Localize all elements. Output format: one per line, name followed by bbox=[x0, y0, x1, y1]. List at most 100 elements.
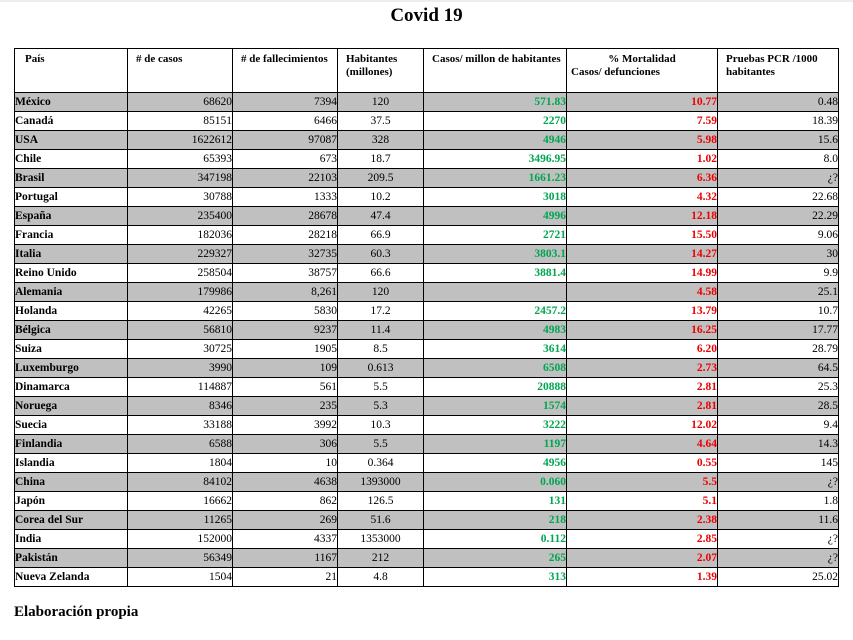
cell-pcr: 22.29 bbox=[717, 206, 839, 226]
cell-cases-per-million: 3222 bbox=[423, 415, 567, 435]
cell-mortality: 6.36 bbox=[566, 168, 718, 188]
header-pcr-line2: habitantes bbox=[726, 66, 775, 78]
cell-pcr: 25.3 bbox=[717, 377, 839, 397]
cell-population: 10.2 bbox=[337, 187, 424, 207]
cell-mortality: 7.59 bbox=[566, 111, 718, 131]
cell-country: Alemania bbox=[14, 282, 128, 302]
cell-mortality: 0.55 bbox=[566, 453, 718, 473]
cell-mortality: 1.02 bbox=[566, 149, 718, 169]
table-row: Canadá 85151 6466 37.5 2270 7.59 18.39 bbox=[14, 111, 839, 131]
cell-cases-per-million: 2457.2 bbox=[423, 301, 567, 321]
table-row: Japón 16662 862 126.5 131 5.1 1.8 bbox=[14, 491, 839, 511]
cell-cases: 182036 bbox=[127, 225, 233, 245]
cell-pcr: 30 bbox=[717, 244, 839, 264]
cell-cases-per-million: 6508 bbox=[423, 358, 567, 378]
cell-population: 37.5 bbox=[337, 111, 424, 131]
cell-deaths: 21 bbox=[232, 567, 338, 587]
cell-cases: 30725 bbox=[127, 339, 233, 359]
cell-cases: 235400 bbox=[127, 206, 233, 226]
cell-cases-per-million: 218 bbox=[423, 510, 567, 530]
cell-population: 126.5 bbox=[337, 491, 424, 511]
table-row: Alemania 179986 8,261 120 4.58 25.1 bbox=[14, 282, 839, 302]
cell-country: Portugal bbox=[14, 187, 128, 207]
cell-cases-per-million: 0.112 bbox=[423, 529, 567, 549]
cell-country: Islandia bbox=[14, 453, 128, 473]
cell-pcr: ¿? bbox=[717, 548, 839, 568]
header-population: Habitantes (millones) bbox=[337, 48, 424, 93]
cell-country: Pakistán bbox=[14, 548, 128, 568]
cell-cases-per-million: 4956 bbox=[423, 453, 567, 473]
cell-pcr: 0.48 bbox=[717, 92, 839, 112]
cell-deaths: 8,261 bbox=[232, 282, 338, 302]
cell-pcr: ¿? bbox=[717, 168, 839, 188]
cell-population: 212 bbox=[337, 548, 424, 568]
header-pcr: Pruebas PCR /1000 habitantes bbox=[717, 48, 839, 93]
cell-cases: 179986 bbox=[127, 282, 233, 302]
cell-mortality: 2.38 bbox=[566, 510, 718, 530]
cell-deaths: 1167 bbox=[232, 548, 338, 568]
cell-country: Corea del Sur bbox=[14, 510, 128, 530]
cell-cases: 33188 bbox=[127, 415, 233, 435]
cell-population: 5.5 bbox=[337, 377, 424, 397]
cell-deaths: 235 bbox=[232, 396, 338, 416]
source-note: Elaboración propia bbox=[14, 604, 139, 620]
table-row: Chile 65393 673 18.7 3496.95 1.02 8.0 bbox=[14, 149, 839, 169]
table-row: Luxemburgo 3990 109 0.613 6508 2.73 64.5 bbox=[14, 358, 839, 378]
window-top-edge bbox=[0, 0, 853, 2]
cell-pcr: 25.1 bbox=[717, 282, 839, 302]
cell-cases-per-million: 2721 bbox=[423, 225, 567, 245]
cell-cases-per-million: 131 bbox=[423, 491, 567, 511]
cell-cases-per-million: 20888 bbox=[423, 377, 567, 397]
cell-deaths: 4638 bbox=[232, 472, 338, 492]
cell-pcr: ¿? bbox=[717, 472, 839, 492]
cell-country: Suiza bbox=[14, 339, 128, 359]
cell-deaths: 28218 bbox=[232, 225, 338, 245]
cell-population: 1353000 bbox=[337, 529, 424, 549]
cell-population: 8.5 bbox=[337, 339, 424, 359]
cell-pcr: 14.3 bbox=[717, 434, 839, 454]
cell-mortality: 2.73 bbox=[566, 358, 718, 378]
cell-mortality: 6.20 bbox=[566, 339, 718, 359]
cell-population: 120 bbox=[337, 92, 424, 112]
cell-mortality: 1.39 bbox=[566, 567, 718, 587]
table-row: Nueva Zelanda 1504 21 4.8 313 1.39 25.02 bbox=[14, 567, 839, 587]
cell-cases-per-million: 3496.95 bbox=[423, 149, 567, 169]
header-population-line2: (millones) bbox=[346, 66, 393, 78]
header-cases-per-million: Casos/ millon de habitantes bbox=[423, 48, 567, 93]
table-row: España 235400 28678 47.4 4996 12.18 22.29 bbox=[14, 206, 839, 226]
cell-country: India bbox=[14, 529, 128, 549]
cell-cases-per-million: 4996 bbox=[423, 206, 567, 226]
cell-mortality: 16.25 bbox=[566, 320, 718, 340]
cell-population: 1393000 bbox=[337, 472, 424, 492]
cell-cases-per-million: 3614 bbox=[423, 339, 567, 359]
cell-cases: 347198 bbox=[127, 168, 233, 188]
cell-country: Luxemburgo bbox=[14, 358, 128, 378]
cell-cases-per-million: 265 bbox=[423, 548, 567, 568]
cell-mortality: 4.58 bbox=[566, 282, 718, 302]
table-row: Portugal 30788 1333 10.2 3018 4.32 22.68 bbox=[14, 187, 839, 207]
cell-mortality: 4.64 bbox=[566, 434, 718, 454]
cell-cases-per-million: 4946 bbox=[423, 130, 567, 150]
cell-deaths: 22103 bbox=[232, 168, 338, 188]
cell-deaths: 306 bbox=[232, 434, 338, 454]
header-mortality: % Mortalidad Casos/ defunciones bbox=[566, 48, 718, 93]
cell-cases-per-million: 313 bbox=[423, 567, 567, 587]
cell-pcr: 64.5 bbox=[717, 358, 839, 378]
table-row: Francia 182036 28218 66.9 2721 15.50 9.06 bbox=[14, 225, 839, 245]
header-row: País # de casos # de fallecimientos Habi… bbox=[14, 48, 839, 93]
cell-deaths: 1333 bbox=[232, 187, 338, 207]
cell-mortality: 5.5 bbox=[566, 472, 718, 492]
table-row: Finlandia 6588 306 5.5 1197 4.64 14.3 bbox=[14, 434, 839, 454]
cell-cases: 114887 bbox=[127, 377, 233, 397]
cell-pcr: 28.5 bbox=[717, 396, 839, 416]
cell-cases-per-million: 1197 bbox=[423, 434, 567, 454]
cell-population: 10.3 bbox=[337, 415, 424, 435]
cell-mortality: 15.50 bbox=[566, 225, 718, 245]
cell-country: España bbox=[14, 206, 128, 226]
cell-population: 328 bbox=[337, 130, 424, 150]
cell-deaths: 109 bbox=[232, 358, 338, 378]
cell-pcr: 9.4 bbox=[717, 415, 839, 435]
cell-cases-per-million: 3881.4 bbox=[423, 263, 567, 283]
cell-pcr: 17.77 bbox=[717, 320, 839, 340]
cell-cases: 152000 bbox=[127, 529, 233, 549]
